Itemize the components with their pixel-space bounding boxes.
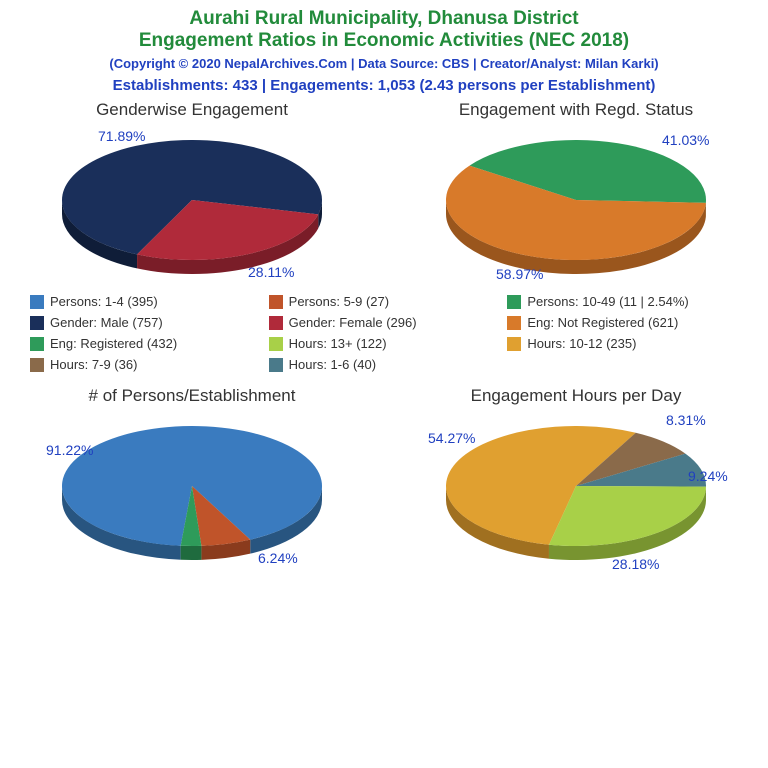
pie-persons: 91.22% 6.24%: [42, 412, 342, 572]
legend-label: Persons: 5-9 (27): [289, 294, 389, 309]
chart-hours: Engagement Hours per Day 54.27% 8.31% 9.24…: [396, 386, 756, 572]
legend-swatch: [269, 358, 283, 372]
legend-label: Eng: Not Registered (621): [527, 315, 678, 330]
legend-swatch: [269, 337, 283, 351]
legend-swatch: [30, 358, 44, 372]
legend-item: Persons: 1-4 (395): [30, 294, 261, 309]
top-row: Genderwise Engagement 71.89% 28.11% Engag…: [0, 100, 768, 286]
legend-item: Eng: Registered (432): [30, 336, 261, 351]
legend-swatch: [507, 316, 521, 330]
chart-title-gender: Genderwise Engagement: [12, 100, 372, 120]
legend-label: Hours: 10-12 (235): [527, 336, 636, 351]
legend-item: Hours: 13+ (122): [269, 336, 500, 351]
pie-percent-label: 28.18%: [612, 556, 659, 572]
legend-item: Hours: 7-9 (36): [30, 357, 261, 372]
chart-title-regd: Engagement with Regd. Status: [396, 100, 756, 120]
legend-swatch: [30, 316, 44, 330]
legend-swatch: [507, 337, 521, 351]
pie-hours: 54.27% 8.31% 9.24% 28.18%: [426, 412, 726, 572]
header: Aurahi Rural Municipality, Dhanusa Distr…: [0, 0, 768, 94]
pie-percent-label: 58.97%: [496, 266, 543, 282]
pie-percent-label: 54.27%: [428, 430, 475, 446]
pie-percent-label: 71.89%: [98, 128, 145, 144]
legend-item: Hours: 10-12 (235): [507, 336, 738, 351]
pie-gender: 71.89% 28.11%: [42, 126, 342, 286]
legend-item: Gender: Male (757): [30, 315, 261, 330]
title-line-2: Engagement Ratios in Economic Activities…: [0, 30, 768, 52]
stats-line: Establishments: 433 | Engagements: 1,053…: [0, 77, 768, 94]
legend-label: Gender: Female (296): [289, 315, 417, 330]
legend-label: Hours: 7-9 (36): [50, 357, 137, 372]
legend-item: Hours: 1-6 (40): [269, 357, 500, 372]
pie-percent-label: 41.03%: [662, 132, 709, 148]
legend-item: Gender: Female (296): [269, 315, 500, 330]
pie-svg: [446, 140, 706, 274]
title-line-1: Aurahi Rural Municipality, Dhanusa Distr…: [0, 8, 768, 30]
chart-regd: Engagement with Regd. Status 41.03% 58.97…: [396, 100, 756, 286]
legend-label: Hours: 13+ (122): [289, 336, 387, 351]
legend-label: Hours: 1-6 (40): [289, 357, 376, 372]
legend-swatch: [30, 337, 44, 351]
chart-title-hours: Engagement Hours per Day: [396, 386, 756, 406]
pie-svg: [446, 426, 706, 560]
legend-swatch: [269, 316, 283, 330]
legend-label: Persons: 10-49 (11 | 2.54%): [527, 294, 688, 309]
legend-label: Eng: Registered (432): [50, 336, 177, 351]
legend-item: Persons: 5-9 (27): [269, 294, 500, 309]
pie-percent-label: 28.11%: [248, 264, 294, 280]
legend: Persons: 1-4 (395) Persons: 5-9 (27) Perso…: [0, 286, 768, 376]
legend-item: Persons: 10-49 (11 | 2.54%): [507, 294, 738, 309]
legend-item: Eng: Not Registered (621): [507, 315, 738, 330]
pie-percent-label: 9.24%: [688, 468, 728, 484]
pie-slice: [549, 486, 706, 546]
pie-percent-label: 8.31%: [666, 412, 706, 428]
pie-svg: [62, 140, 322, 274]
legend-swatch: [30, 295, 44, 309]
pie-regd: 41.03% 58.97%: [426, 126, 726, 286]
legend-label: Gender: Male (757): [50, 315, 163, 330]
copyright-line: (Copyright © 2020 NepalArchives.Com | Da…: [0, 56, 768, 71]
chart-title-persons: # of Persons/Establishment: [12, 386, 372, 406]
legend-swatch: [269, 295, 283, 309]
legend-swatch: [507, 295, 521, 309]
bottom-row: # of Persons/Establishment 91.22% 6.24% E…: [0, 386, 768, 572]
pie-svg: [62, 426, 322, 560]
legend-label: Persons: 1-4 (395): [50, 294, 158, 309]
chart-gender: Genderwise Engagement 71.89% 28.11%: [12, 100, 372, 286]
pie-percent-label: 91.22%: [46, 442, 93, 458]
pie-percent-label: 6.24%: [258, 550, 298, 566]
chart-persons: # of Persons/Establishment 91.22% 6.24%: [12, 386, 372, 572]
